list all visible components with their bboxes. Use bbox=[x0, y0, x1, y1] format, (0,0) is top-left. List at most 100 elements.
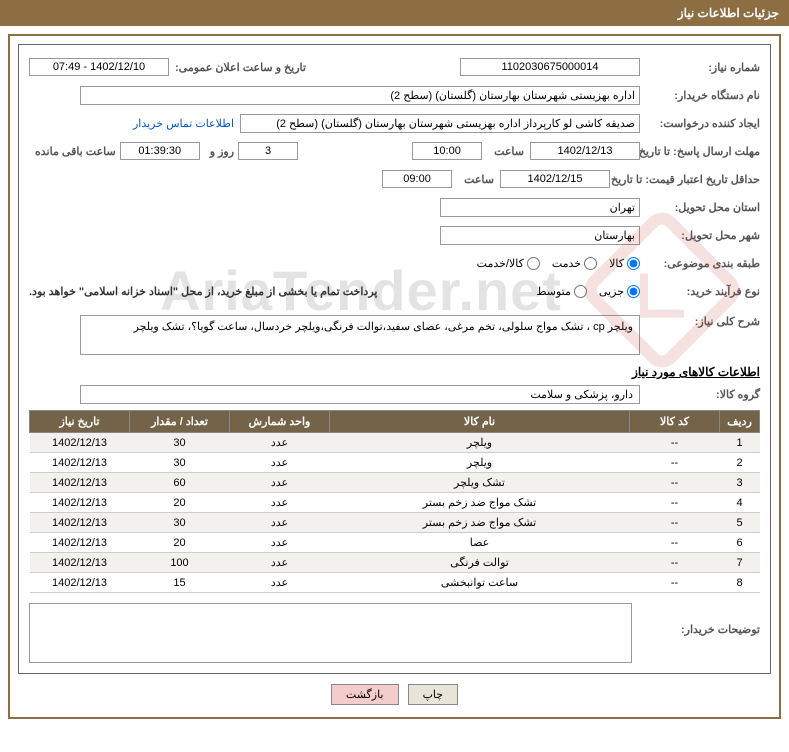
announce-value: 1402/12/10 - 07:49 bbox=[29, 58, 169, 76]
hour-label-1: ساعت bbox=[488, 145, 524, 158]
table-cell: 6 bbox=[720, 533, 760, 553]
table-cell: 30 bbox=[130, 433, 230, 453]
page-header: جزئیات اطلاعات نیاز bbox=[0, 0, 789, 26]
table-cell: -- bbox=[630, 513, 720, 533]
table-cell: 20 bbox=[130, 493, 230, 513]
province-label: استان محل تحویل: bbox=[640, 201, 760, 214]
table-cell: 15 bbox=[130, 573, 230, 593]
goods-info-title: اطلاعات کالاهای مورد نیاز bbox=[29, 365, 760, 379]
table-cell: 1 bbox=[720, 433, 760, 453]
group-value: دارو، پزشکی و سلامت bbox=[80, 385, 640, 404]
table-cell: عصا bbox=[330, 533, 630, 553]
th-unit: واحد شمارش bbox=[230, 411, 330, 433]
table-cell: 8 bbox=[720, 573, 760, 593]
radio-small-label: جزیی bbox=[599, 285, 624, 298]
table-cell: تشک مواج ضد زخم بستر bbox=[330, 513, 630, 533]
city-label: شهر محل تحویل: bbox=[640, 229, 760, 242]
table-cell: 1402/12/13 bbox=[30, 553, 130, 573]
table-cell: 1402/12/13 bbox=[30, 453, 130, 473]
table-cell: -- bbox=[630, 573, 720, 593]
deadline-reply-time: 10:00 bbox=[412, 142, 482, 160]
table-cell: ویلچر bbox=[330, 433, 630, 453]
group-label: گروه کالا: bbox=[640, 388, 760, 401]
radio-goods[interactable] bbox=[627, 257, 640, 270]
table-cell: -- bbox=[630, 433, 720, 453]
table-cell: 60 bbox=[130, 473, 230, 493]
table-row: 8--ساعت توانبخشیعدد151402/12/13 bbox=[30, 573, 760, 593]
requester-label: ایجاد کننده درخواست: bbox=[640, 117, 760, 130]
buyer-contact-link[interactable]: اطلاعات تماس خریدار bbox=[133, 117, 234, 130]
back-button[interactable]: بازگشت bbox=[331, 684, 399, 705]
days-count: 3 bbox=[238, 142, 298, 160]
need-no-value: 1102030675000014 bbox=[460, 58, 640, 76]
radio-goods-label: کالا bbox=[609, 257, 624, 270]
remaining-label: ساعت باقی مانده bbox=[29, 145, 116, 158]
table-row: 3--تشک ویلچرعدد601402/12/13 bbox=[30, 473, 760, 493]
table-cell: -- bbox=[630, 453, 720, 473]
radio-service-label: خدمت bbox=[552, 257, 581, 270]
table-cell: تشک ویلچر bbox=[330, 473, 630, 493]
print-button[interactable]: چاپ bbox=[408, 684, 459, 705]
province-value: تهران bbox=[440, 198, 640, 217]
table-cell: 100 bbox=[130, 553, 230, 573]
buyer-org-label: نام دستگاه خریدار: bbox=[640, 89, 760, 102]
radio-medium[interactable] bbox=[574, 285, 587, 298]
table-cell: عدد bbox=[230, 453, 330, 473]
table-cell: -- bbox=[630, 473, 720, 493]
announce-label: تاریخ و ساعت اعلان عمومی: bbox=[169, 61, 306, 74]
city-value: بهارستان bbox=[440, 226, 640, 245]
table-cell: توالت فرنگی bbox=[330, 553, 630, 573]
th-code: کد کالا bbox=[630, 411, 720, 433]
table-cell: عدد bbox=[230, 513, 330, 533]
buyer-desc-box bbox=[29, 603, 632, 663]
table-row: 6--عصاعدد201402/12/13 bbox=[30, 533, 760, 553]
goods-table: ردیف کد کالا نام کالا واحد شمارش تعداد /… bbox=[29, 410, 760, 593]
table-row: 1--ویلچرعدد301402/12/13 bbox=[30, 433, 760, 453]
table-cell: 1402/12/13 bbox=[30, 433, 130, 453]
table-cell: -- bbox=[630, 493, 720, 513]
th-row: ردیف bbox=[720, 411, 760, 433]
need-no-label: شماره نیاز: bbox=[640, 61, 760, 74]
table-cell: 4 bbox=[720, 493, 760, 513]
table-cell: 1402/12/13 bbox=[30, 533, 130, 553]
table-cell: -- bbox=[630, 533, 720, 553]
deadline-reply-label: مهلت ارسال پاسخ: تا تاریخ: bbox=[640, 145, 760, 158]
table-cell: 30 bbox=[130, 453, 230, 473]
table-cell: 1402/12/13 bbox=[30, 513, 130, 533]
table-cell: عدد bbox=[230, 433, 330, 453]
radio-small[interactable] bbox=[627, 285, 640, 298]
buyer-desc-label: توضیحات خریدار: bbox=[640, 603, 760, 636]
table-cell: 1402/12/13 bbox=[30, 573, 130, 593]
table-cell: 3 bbox=[720, 473, 760, 493]
table-cell: -- bbox=[630, 553, 720, 573]
deadline-reply-date: 1402/12/13 bbox=[530, 142, 640, 160]
radio-both-label: کالا/خدمت bbox=[477, 257, 524, 270]
radio-both[interactable] bbox=[527, 257, 540, 270]
table-cell: عدد bbox=[230, 573, 330, 593]
radio-service[interactable] bbox=[584, 257, 597, 270]
price-valid-time: 09:00 bbox=[382, 170, 452, 188]
table-cell: 5 bbox=[720, 513, 760, 533]
table-row: 4--تشک مواج ضد زخم بسترعدد201402/12/13 bbox=[30, 493, 760, 513]
table-row: 2--ویلچرعدد301402/12/13 bbox=[30, 453, 760, 473]
table-row: 5--تشک مواج ضد زخم بسترعدد301402/12/13 bbox=[30, 513, 760, 533]
payment-note: پرداخت تمام یا بخشی از مبلغ خرید، از محل… bbox=[29, 285, 377, 298]
th-qty: تعداد / مقدار bbox=[130, 411, 230, 433]
th-date: تاریخ نیاز bbox=[30, 411, 130, 433]
remaining-time: 01:39:30 bbox=[120, 142, 200, 160]
table-cell: 30 bbox=[130, 513, 230, 533]
th-name: نام کالا bbox=[330, 411, 630, 433]
table-cell: 20 bbox=[130, 533, 230, 553]
table-cell: عدد bbox=[230, 533, 330, 553]
table-cell: 2 bbox=[720, 453, 760, 473]
table-cell: عدد bbox=[230, 473, 330, 493]
table-cell: عدد bbox=[230, 553, 330, 573]
buyer-org-value: اداره بهزیستی شهرستان بهارستان (گلستان) … bbox=[80, 86, 640, 105]
table-row: 7--توالت فرنگیعدد1001402/12/13 bbox=[30, 553, 760, 573]
hour-label-2: ساعت bbox=[458, 173, 494, 186]
table-cell: 1402/12/13 bbox=[30, 473, 130, 493]
radio-medium-label: متوسط bbox=[536, 285, 571, 298]
table-cell: ساعت توانبخشی bbox=[330, 573, 630, 593]
table-cell: تشک مواج ضد زخم بستر bbox=[330, 493, 630, 513]
price-valid-date: 1402/12/15 bbox=[500, 170, 610, 188]
